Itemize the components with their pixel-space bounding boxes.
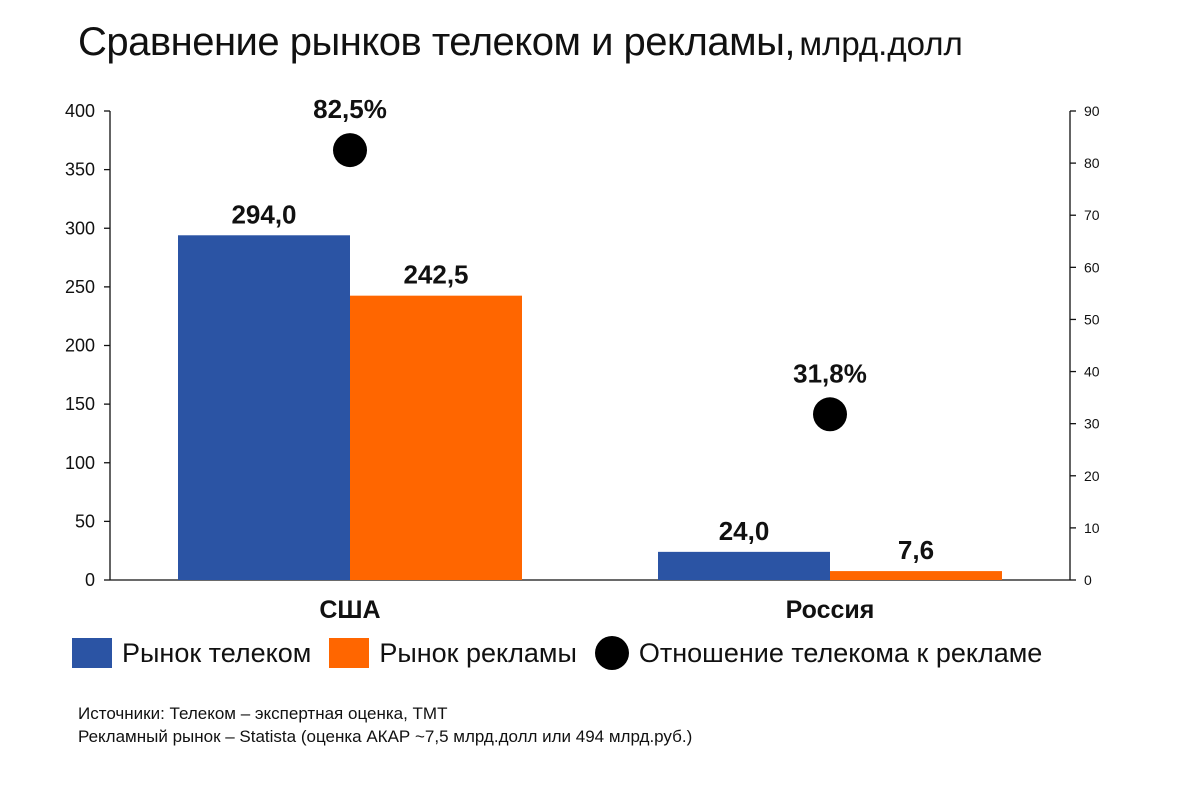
y-right-tick-label: 70 <box>1084 207 1100 223</box>
bar-value-label: 294,0 <box>231 199 296 229</box>
legend-item-ratio: Отношение телекома к рекламе <box>594 636 1043 670</box>
source-note: Источники: Телеком – экспертная оценка, … <box>78 702 692 748</box>
ratio-point <box>333 133 367 168</box>
y-left-tick-label: 150 <box>65 394 95 414</box>
y-right-tick-label: 50 <box>1084 311 1100 327</box>
y-right-tick-label: 90 <box>1084 103 1100 119</box>
legend: Рынок телеком Рынок рекламы Отношение те… <box>72 636 1060 670</box>
x-category-label: США <box>319 596 380 624</box>
y-left-tick-label: 200 <box>65 336 95 356</box>
bar-telecom <box>178 235 350 580</box>
bar-value-label: 7,6 <box>898 535 934 565</box>
y-left-tick-label: 50 <box>75 511 95 531</box>
ratio-point <box>813 397 847 432</box>
bars <box>178 133 1002 580</box>
bar-ads <box>350 295 522 580</box>
labels: 294,0 242,5 24,0 7,6 82,5% 31,8% <box>231 94 934 565</box>
chart-title-unit: млрд.долл <box>799 25 963 62</box>
bar-ads <box>830 571 1002 580</box>
chart-title-main: Сравнение рынков телеком и рекламы, <box>78 20 795 64</box>
y-right-tick-label: 20 <box>1084 468 1100 484</box>
y-left-tick-label: 0 <box>85 570 95 590</box>
y-right-tick-label: 0 <box>1084 572 1092 588</box>
source-line-2: Рекламный рынок – Statista (оценка АКАР … <box>78 727 693 746</box>
legend-label-ratio: Отношение телекома к рекламе <box>638 637 1043 668</box>
chart-area: 0 50 100 150 200 250 300 350 400 0 10 20 30 40 50 60 70 8… <box>65 94 1100 624</box>
legend-item-telecom: Рынок телеком <box>72 638 311 669</box>
y-right-tick-label: 30 <box>1084 416 1100 432</box>
bar-value-label: 242,5 <box>403 260 468 290</box>
y-left-tick-label: 350 <box>65 160 95 180</box>
y-right-tick-label: 10 <box>1084 520 1100 536</box>
bar-value-label: 24,0 <box>719 516 770 546</box>
legend-item-ads: Рынок рекламы <box>329 638 577 669</box>
legend-swatch-ads <box>329 638 370 668</box>
bar-telecom <box>658 551 830 580</box>
x-category-label: Россия <box>786 596 875 624</box>
legend-label-ads: Рынок рекламы <box>379 637 577 668</box>
y-right-tick-label: 80 <box>1084 155 1100 171</box>
y-left-tick-label: 100 <box>65 453 95 473</box>
chart-title: Сравнение рынков телеком и рекламы, млрд… <box>78 20 963 65</box>
y-left-tick-label: 300 <box>65 218 95 238</box>
ratio-value-label: 31,8% <box>793 358 867 388</box>
legend-marker-ratio <box>594 636 629 670</box>
ratio-value-label: 82,5% <box>313 94 387 124</box>
y-right-tick-label: 60 <box>1084 259 1100 275</box>
y-right-tick-label: 40 <box>1084 364 1100 380</box>
source-line-1: Источники: Телеком – экспертная оценка, … <box>78 704 448 723</box>
y-left-tick-label: 250 <box>65 277 95 297</box>
axes: 0 50 100 150 200 250 300 350 400 0 10 20 30 40 50 60 70 8… <box>65 101 1100 624</box>
legend-swatch-telecom <box>72 638 112 668</box>
legend-label-telecom: Рынок телеком <box>122 637 312 668</box>
y-left-tick-label: 400 <box>65 101 95 121</box>
